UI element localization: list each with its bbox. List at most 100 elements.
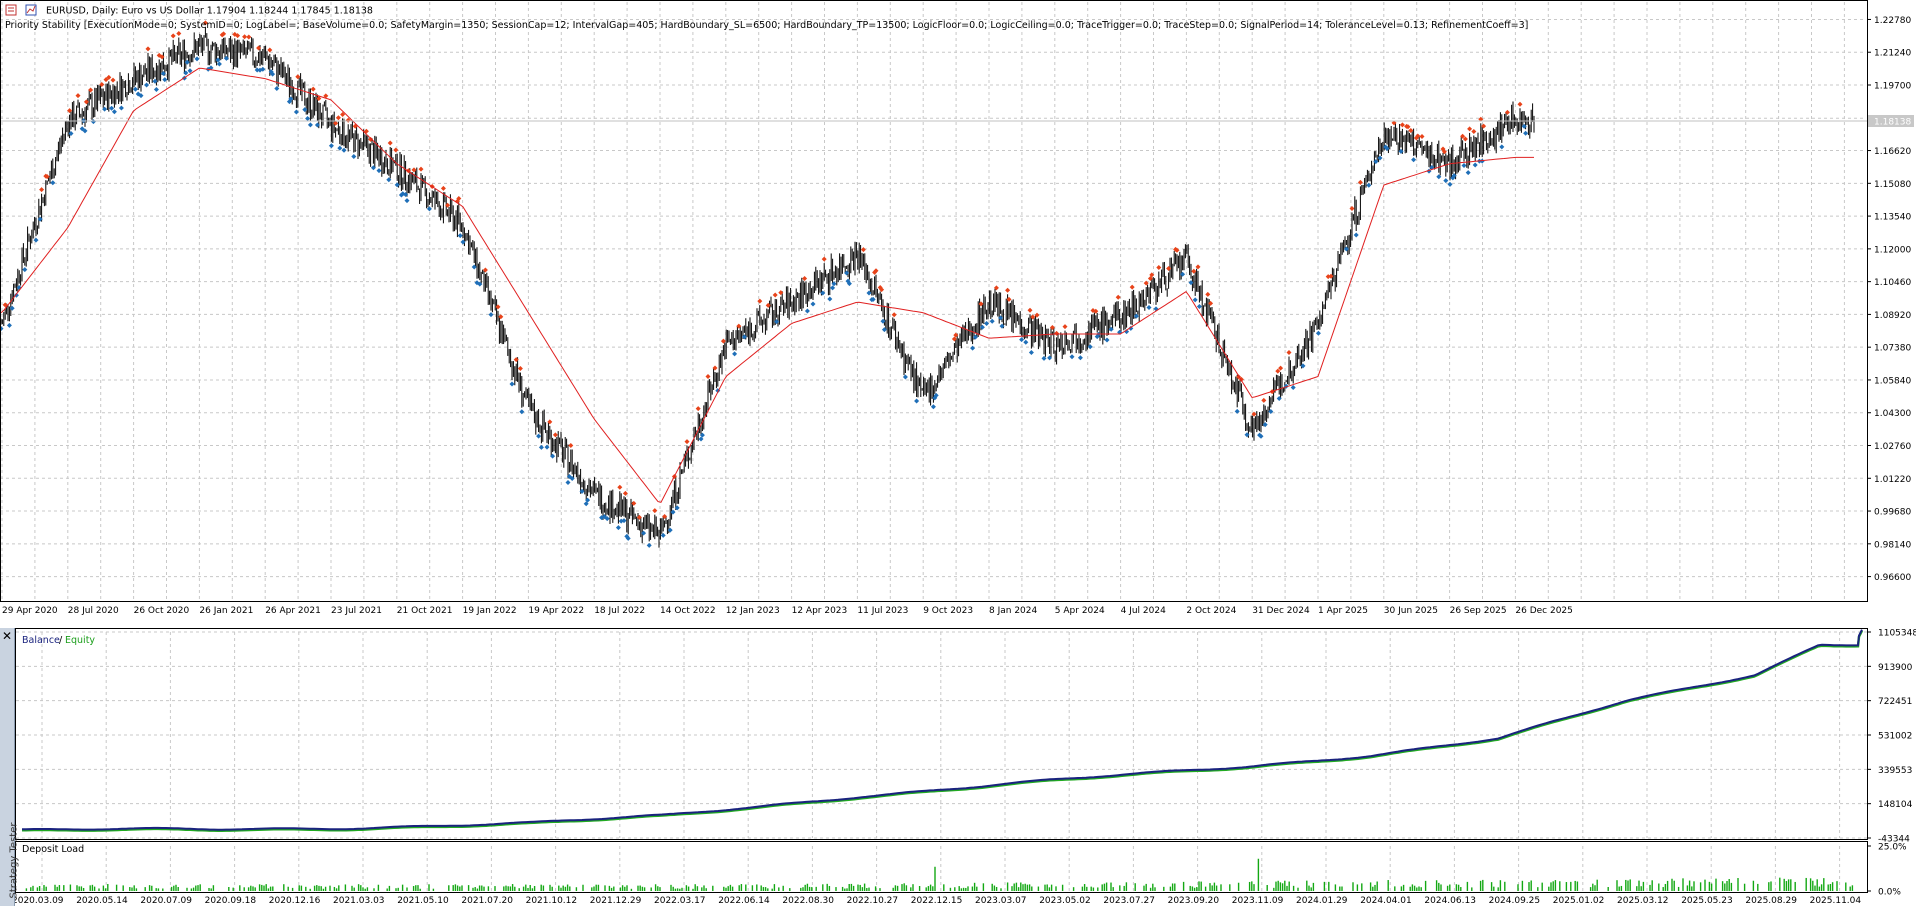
legend-equity: Equity xyxy=(65,635,95,646)
buy-marker xyxy=(118,105,124,111)
sell-marker xyxy=(75,93,81,99)
deposit-x-tick-label: 2025.03.12 xyxy=(1617,896,1669,906)
deposit-x-tick-label: 2020.12.16 xyxy=(269,896,321,906)
deposit-x-tick-label: 2025.11.04 xyxy=(1810,896,1862,906)
buy-marker xyxy=(827,296,833,302)
buy-marker xyxy=(1398,148,1404,154)
buy-marker xyxy=(90,119,96,125)
buy-marker xyxy=(1411,157,1417,163)
buy-marker xyxy=(732,351,738,357)
buy-marker xyxy=(162,77,168,83)
buy-marker xyxy=(820,290,826,296)
buy-marker xyxy=(404,198,410,204)
close-icon[interactable]: ✕ xyxy=(1,629,13,643)
price-x-tick-label: 19 Apr 2022 xyxy=(528,606,584,616)
price-candles xyxy=(0,26,1535,548)
buy-marker xyxy=(565,480,571,486)
buy-marker xyxy=(337,145,343,151)
balance-axis: 1105348 913900 722451 531002 339553 148104 -43… xyxy=(1867,629,1916,845)
buy-marker xyxy=(1499,144,1505,150)
buy-marker xyxy=(403,191,409,197)
buy-marker xyxy=(82,128,88,134)
strategy-tester-label: Strategy Tester xyxy=(8,822,20,899)
sell-marker xyxy=(340,111,346,117)
buy-marker xyxy=(351,154,357,160)
buy-marker xyxy=(307,122,313,128)
buy-marker xyxy=(774,319,780,325)
deposit-y-tick-label: 25.0% xyxy=(1878,843,1907,853)
buy-marker xyxy=(585,497,591,503)
sell-marker xyxy=(456,195,462,201)
sell-marker xyxy=(387,140,393,146)
deposit-y-tick-label: 0.0% xyxy=(1878,888,1901,898)
buy-marker xyxy=(970,345,976,351)
price-x-tick-label: 26 Apr 2021 xyxy=(265,606,321,616)
buy-marker xyxy=(1465,170,1471,176)
buy-marker xyxy=(488,312,494,318)
sell-marker xyxy=(1275,368,1281,374)
sell-marker xyxy=(482,267,488,273)
price-y-tick-label: 1.19700 xyxy=(1874,81,1911,91)
sell-marker xyxy=(712,365,718,371)
deposit-x-tick-label: 2020.09.18 xyxy=(205,896,257,906)
sell-marker xyxy=(170,33,176,39)
deposit-x-tick-label: 2023.03.07 xyxy=(975,896,1027,906)
sell-marker xyxy=(821,256,827,262)
sell-marker xyxy=(631,500,637,506)
buy-marker xyxy=(667,527,673,533)
sell-marker xyxy=(1504,109,1510,115)
buy-marker xyxy=(1472,162,1478,168)
sell-marker xyxy=(1286,349,1292,355)
deposit-x-tick-label: 2020.03.09 xyxy=(12,896,64,906)
sell-marker xyxy=(83,99,89,105)
buy-marker xyxy=(646,542,652,548)
balance-y-tick-label: 148104 xyxy=(1878,800,1913,810)
sell-marker xyxy=(517,366,523,372)
price-y-tick-label: 1.02760 xyxy=(1874,442,1911,452)
buy-marker xyxy=(999,323,1005,329)
deposit-x-tick-label: 2022.08.30 xyxy=(782,896,834,906)
buy-marker xyxy=(457,233,463,239)
strategy-tester-tab[interactable]: Strategy Tester xyxy=(0,628,20,906)
buy-marker xyxy=(111,109,117,115)
deposit-x-tick-label: 2021.05.10 xyxy=(397,896,449,906)
sell-marker xyxy=(1027,307,1033,313)
buy-marker xyxy=(254,67,260,73)
deposit-x-tick-label: 2024.04.01 xyxy=(1360,896,1412,906)
buy-marker xyxy=(1108,326,1114,332)
sell-marker xyxy=(393,147,399,153)
buy-marker xyxy=(1028,350,1034,356)
buy-marker xyxy=(583,501,589,507)
sell-marker xyxy=(333,120,339,126)
buy-marker xyxy=(615,525,621,531)
sell-marker xyxy=(88,87,94,93)
buy-marker xyxy=(984,320,990,326)
deposit-grid xyxy=(41,846,1841,891)
buy-marker xyxy=(1479,158,1485,164)
buy-marker xyxy=(1262,422,1268,428)
deposit-x-tick-label: 2022.12.15 xyxy=(911,896,963,906)
buy-marker xyxy=(215,57,221,63)
buy-marker xyxy=(1366,182,1372,188)
buy-marker xyxy=(1234,408,1240,414)
buy-marker xyxy=(902,374,908,380)
symbol-icon xyxy=(5,4,37,16)
sell-marker xyxy=(1034,312,1040,318)
buy-marker xyxy=(37,216,43,222)
sell-marker xyxy=(1030,314,1036,320)
sell-marker xyxy=(757,298,763,304)
buy-marker xyxy=(102,106,108,112)
price-y-tick-label: 1.10460 xyxy=(1874,278,1911,288)
buy-marker xyxy=(1447,181,1453,187)
buy-marker xyxy=(1290,385,1296,391)
sell-marker xyxy=(736,323,742,329)
deposit-x-tick-label: 2021.07.20 xyxy=(461,896,513,906)
sell-marker xyxy=(1399,122,1405,128)
price-x-tick-label: 26 Oct 2020 xyxy=(134,606,190,616)
balance-y-tick-label: 722451 xyxy=(1878,697,1912,707)
buy-marker xyxy=(569,475,575,481)
sell-marker xyxy=(513,357,519,363)
sell-marker xyxy=(1467,126,1473,132)
buy-marker xyxy=(625,535,631,541)
sell-marker xyxy=(145,46,151,52)
